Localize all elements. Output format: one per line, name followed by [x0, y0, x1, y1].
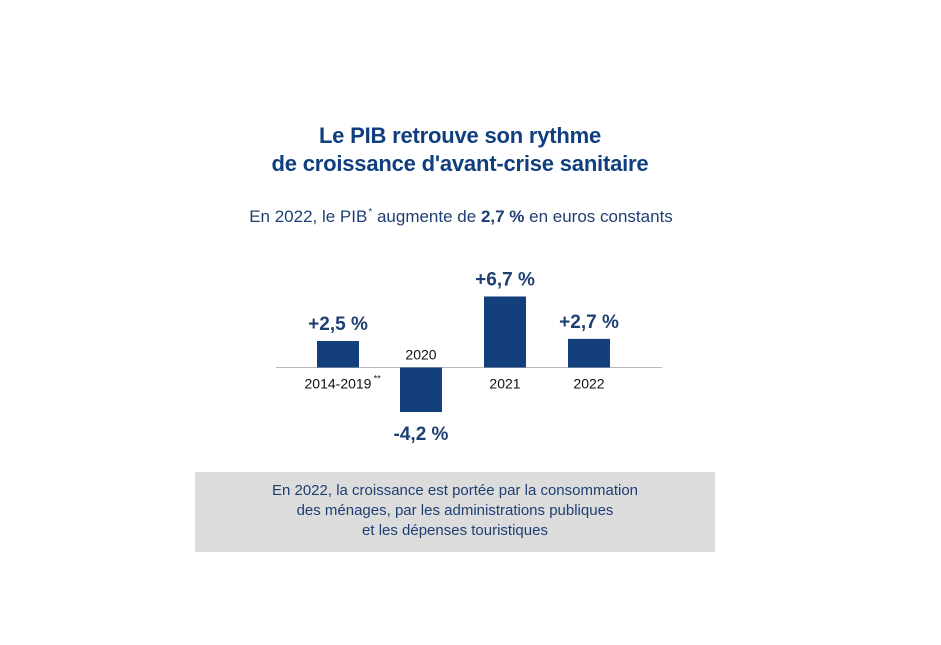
chart-subtitle: En 2022, le PIB* augmente de 2,7 % en eu… [0, 207, 922, 227]
chart-title: Le PIB retrouve son rythme de croissance… [0, 122, 920, 178]
bar-2014-2019 [317, 341, 359, 368]
bar-2021 [484, 296, 526, 368]
category-label-2022: 2022 [573, 376, 604, 392]
subtitle-prefix: En 2022, le PIB [249, 207, 368, 226]
note-line-1: En 2022, la croissance est portée par la… [271, 482, 639, 499]
category-label-2021: 2021 [489, 376, 520, 392]
category-label-2020: 2020 [405, 347, 436, 363]
bar-2020 [400, 367, 442, 413]
value-label-2022: +2,7 % [559, 312, 619, 333]
bar-2022 [568, 338, 610, 368]
subtitle-suffix: en euros constants [524, 207, 673, 226]
value-label-2021: +6,7 % [475, 269, 535, 290]
note-box: En 2022, la croissance est portée par la… [195, 472, 715, 552]
value-label-2020: -4,2 % [394, 424, 449, 445]
subtitle-middle: augmente de [372, 207, 481, 226]
subtitle-footnote-mark: * [368, 207, 373, 218]
chart-title-line-1: Le PIB retrouve son rythme [318, 123, 602, 148]
value-label-2014-2019: +2,5 % [308, 314, 368, 335]
note-line-3: et les dépenses touristiques [362, 522, 548, 539]
chart-title-line-2: de croissance d'avant-crise sanitaire [271, 151, 649, 176]
category-label-2014-2019: 2014-2019 [305, 376, 372, 392]
subtitle-value: 2,7 % [480, 207, 525, 226]
note-line-2: des ménages, par les administrations pub… [296, 502, 614, 519]
category-footnote-mark: ** [374, 374, 382, 384]
